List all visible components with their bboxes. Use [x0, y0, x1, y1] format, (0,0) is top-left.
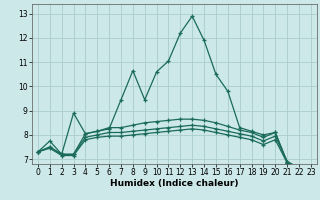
X-axis label: Humidex (Indice chaleur): Humidex (Indice chaleur) — [110, 179, 239, 188]
